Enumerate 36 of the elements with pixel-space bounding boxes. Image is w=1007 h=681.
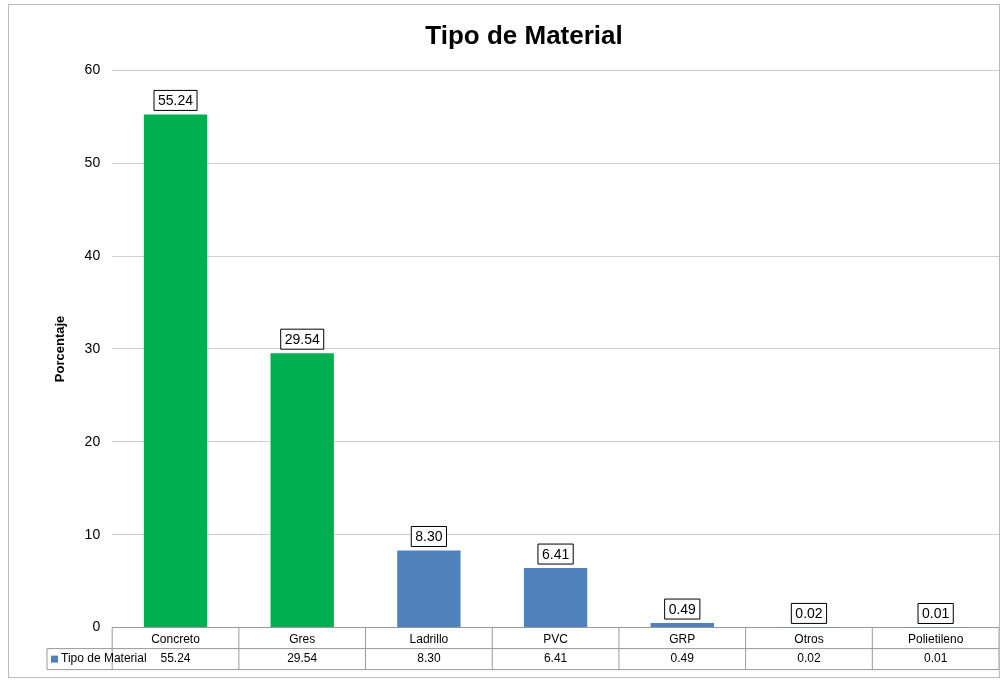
y-tick-label: 30 [84, 339, 101, 356]
x-tick-label: PVC [543, 632, 569, 647]
data-label: 55.24 [160, 651, 191, 666]
text: 55.24 [157, 92, 194, 109]
data-label: 29.54 [287, 651, 318, 666]
x-tick-label: Otros [794, 632, 824, 647]
data-label: 0.01 [923, 651, 948, 666]
bar [270, 353, 334, 628]
x-tick-label: GRP [669, 632, 696, 647]
y-tick-label: 60 [84, 61, 101, 78]
y-tick-label: 50 [84, 153, 101, 170]
x-tick-label: Ladrillo [409, 632, 449, 647]
bar [143, 114, 208, 628]
bar [523, 568, 588, 628]
y-tick-label: 40 [84, 246, 101, 263]
data-label: 6.41 [543, 651, 568, 666]
x-tick-label: Gres [289, 632, 316, 647]
y-tick-label: 20 [84, 432, 101, 449]
x-tick-label: Concreto [151, 632, 201, 647]
data-label: 0.02 [797, 651, 821, 666]
text: 8.30 [415, 528, 443, 545]
text: 29.54 [284, 331, 320, 348]
text: 0.49 [668, 600, 696, 617]
data-label: 8.30 [417, 651, 441, 666]
y-axis-title: Porcentaje [52, 315, 68, 383]
y-tick-label: 0 [92, 618, 101, 635]
legend-label: Tipo de Material [61, 651, 147, 666]
x-tick-label: Polietileno [907, 632, 964, 647]
text: 6.41 [541, 545, 570, 562]
bar [650, 623, 714, 628]
text: 0.01 [922, 605, 950, 622]
text: 0.02 [795, 605, 823, 622]
chart-title: Tipo de Material [425, 19, 623, 50]
bar [397, 550, 461, 628]
y-tick-label: 10 [84, 525, 101, 542]
data-label: 0.49 [670, 651, 695, 666]
